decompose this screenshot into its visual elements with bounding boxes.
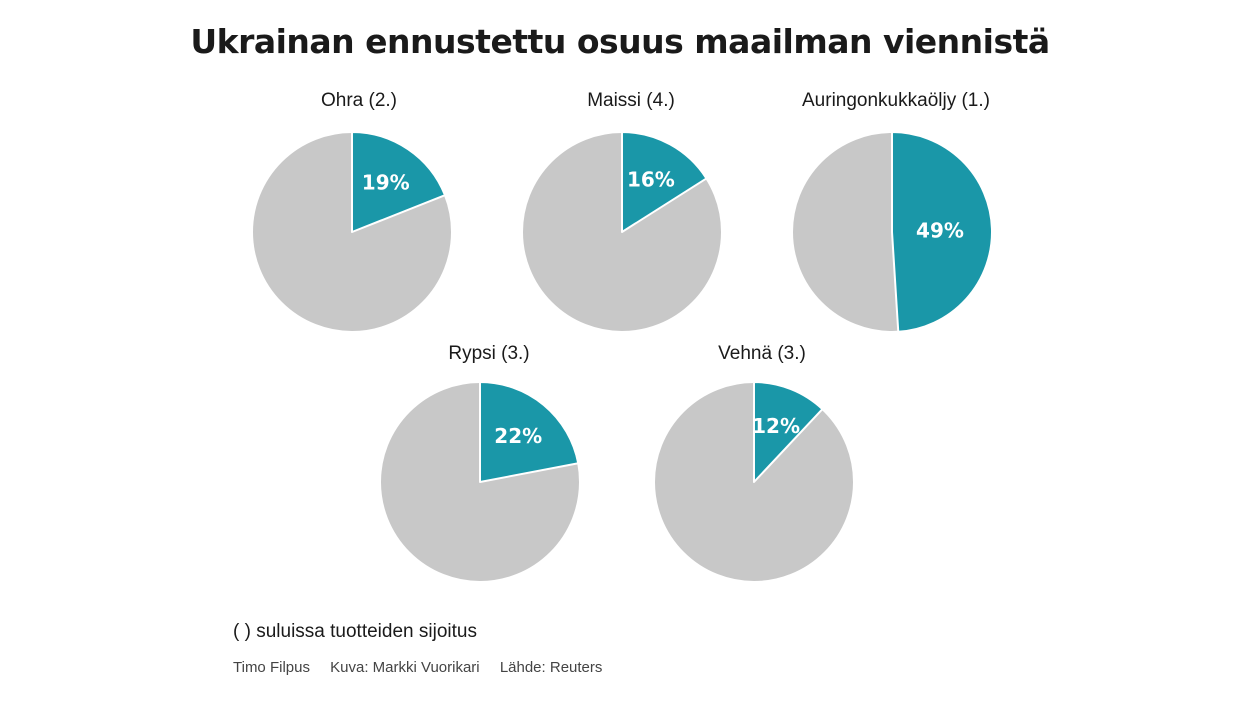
pie-value-label: 49% <box>916 218 964 242</box>
pie-slice-share <box>753 381 824 483</box>
pie-title-maissi: Maissi (4.) <box>587 90 675 111</box>
pie-value-label: 16% <box>627 167 675 191</box>
pie-chart-maissi: 16% <box>521 131 723 333</box>
credits: Timo Filpus Kuva: Markki Vuorikari Lähde… <box>233 659 618 676</box>
pie-slice-share <box>351 131 446 233</box>
credit-photo: Kuva: Markki Vuorikari <box>330 659 480 676</box>
pie-chart-ohra: 19% <box>251 131 453 333</box>
credit-author: Timo Filpus <box>233 659 310 676</box>
pie-title-ohra: Ohra (2.) <box>320 90 398 111</box>
pie-value-label: 22% <box>494 424 542 448</box>
chart-title: Ukrainan ennustettu osuus maailman vienn… <box>190 22 1050 61</box>
pie-chart-vehna: 12% <box>653 381 855 583</box>
pie-title-rypsi: Rypsi (3.) <box>448 343 530 364</box>
pie-value-label: 12% <box>752 414 800 438</box>
pie-title-vehna: Vehnä (3.) <box>718 343 806 364</box>
pie-slice-share <box>891 131 993 333</box>
pie-title-auringonkukkaoljy: Auringonkukkaöljy (1.) <box>802 90 990 111</box>
pie-chart-auringonkukkaoljy: 49% <box>791 131 993 333</box>
pie-chart-rypsi: 22% <box>379 381 581 583</box>
credit-source: Lähde: Reuters <box>499 659 603 676</box>
pie-value-label: 19% <box>362 170 410 194</box>
ranking-note: ( ) suluissa tuotteiden sijoitus <box>233 621 477 642</box>
pie-slice-share <box>479 381 580 483</box>
pie-slice-share <box>621 131 708 233</box>
